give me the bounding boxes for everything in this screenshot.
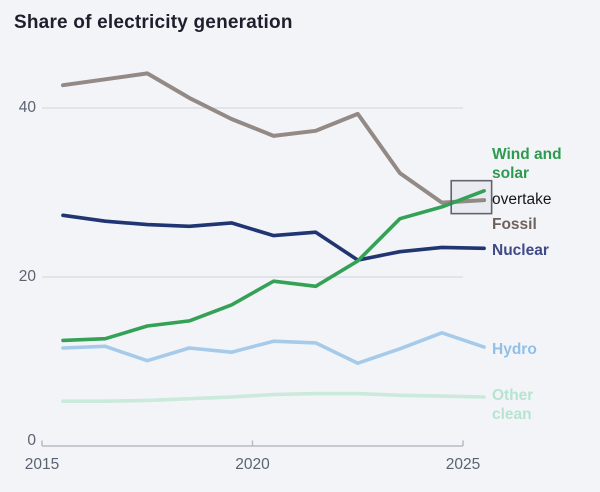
y-tick-label-20: 20 (18, 268, 36, 285)
wind-solar-series-label: Wind and solar (492, 146, 562, 183)
series-line-other-clean (61, 391, 486, 404)
chart-title: Share of electricity generation (14, 12, 293, 33)
hydro-series-label: Hydro (492, 341, 537, 358)
series-line-hydro (61, 330, 486, 366)
x-tick-label-2025: 2025 (445, 456, 481, 473)
series-line-nuclear (61, 213, 486, 262)
series-line-fossil (61, 71, 487, 205)
x-tick-label-2015: 2015 (24, 456, 60, 473)
x-tick-label-2020: 2020 (235, 456, 270, 473)
overtake-highlight-box (450, 179, 493, 215)
y-tick-label-0: 0 (27, 432, 36, 449)
nuclear-series-label: Nuclear (492, 242, 549, 259)
series-line-wind-and-solar (61, 189, 486, 343)
other-clean-series-label: Other clean (492, 387, 534, 424)
overtake-annotation: overtake (492, 191, 552, 208)
fossil-series-label: Fossil (492, 216, 537, 233)
y-tick-label-40: 40 (18, 99, 36, 116)
